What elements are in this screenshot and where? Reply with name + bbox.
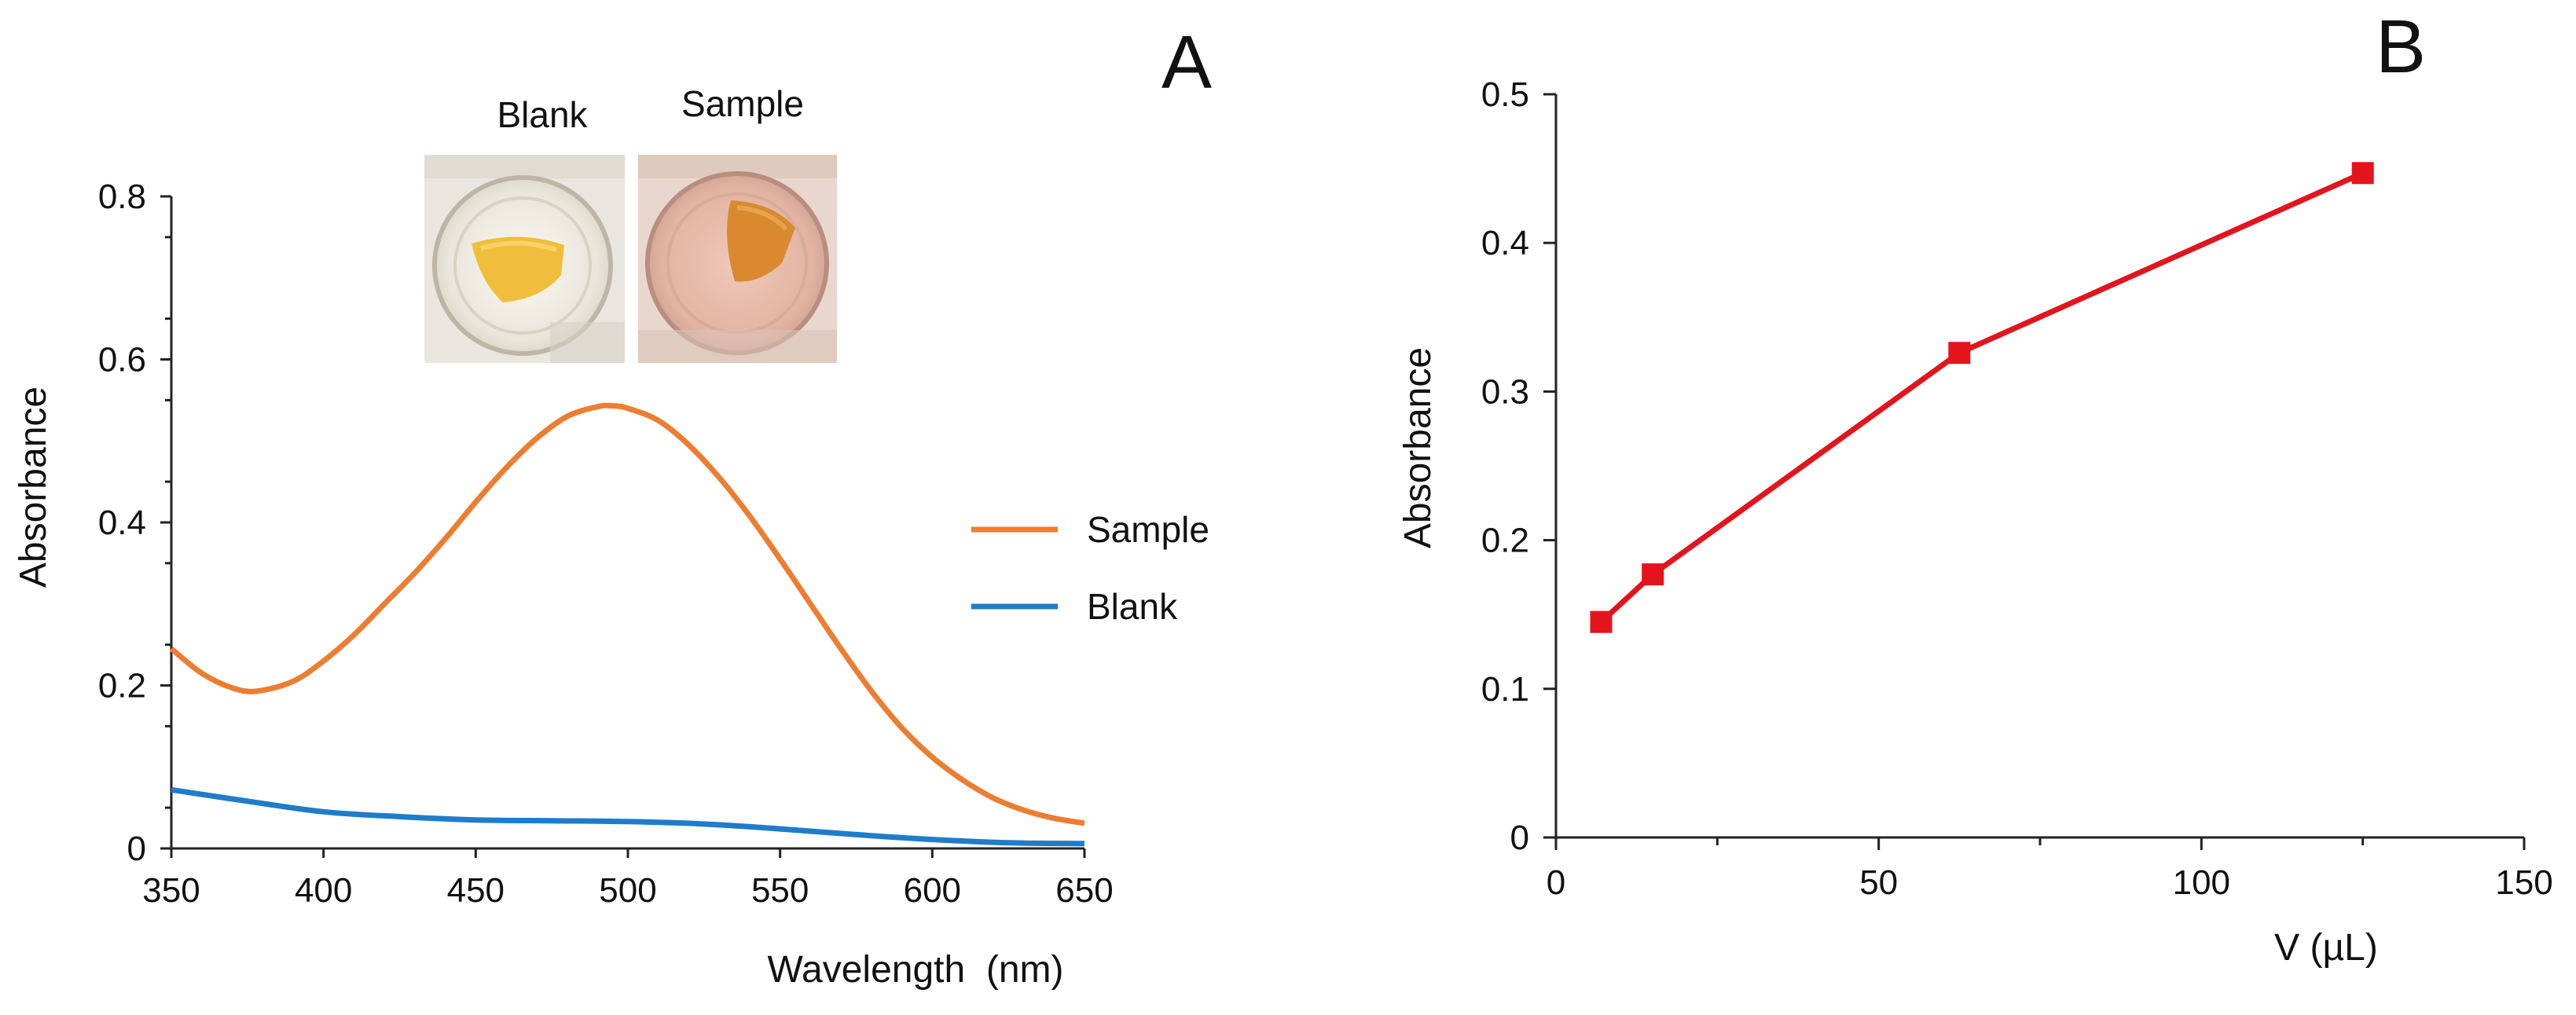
- y-axis-title-a: Absorbance: [13, 387, 54, 588]
- panel-b: B 0 0.1 0.2 0.3 0.4 0.5 0 50 100 150 Absorbance V…: [1397, 5, 2553, 969]
- x-tick-label-a: 650: [1055, 871, 1113, 910]
- y-tick-label-a: 0.4: [98, 504, 146, 542]
- x-tick-label-b: 150: [2495, 863, 2552, 902]
- legend-a: Sample Blank: [971, 509, 1209, 627]
- y-axis-title-b: Absorbance: [1397, 347, 1439, 548]
- series-b: [1590, 162, 2374, 633]
- blank-well-photo: [424, 155, 625, 363]
- x-tick-label-b: 100: [2173, 863, 2230, 902]
- axes-b: [1554, 94, 2524, 839]
- x-tick-label-a: 600: [904, 871, 961, 910]
- legend-label-blank: Blank: [1087, 586, 1178, 627]
- x-tick-label-a: 400: [295, 871, 352, 910]
- data-point-marker: [2351, 162, 2374, 185]
- y-tick-label-b: 0.2: [1481, 522, 1529, 560]
- series-line-sample: [169, 402, 1085, 826]
- panel-a: A Blank Sample: [13, 20, 1212, 991]
- y-tick-label-b: 0.1: [1481, 670, 1529, 709]
- x-tick-label-a: 450: [447, 871, 505, 910]
- data-point-marker: [1948, 342, 1971, 365]
- y-tick-label-b: 0.3: [1481, 372, 1529, 411]
- x-tick-label-b: 0: [1547, 863, 1565, 902]
- x-axis-title-a: Wavelength (nm): [767, 949, 1063, 991]
- y-tick-label-b: 0.4: [1481, 224, 1529, 262]
- tick-labels-b: 0 0.1 0.2 0.3 0.4 0.5 0 50 100 150: [1481, 75, 2553, 902]
- inset-caption-blank: Blank: [497, 94, 588, 135]
- x-tick-label-a: 550: [751, 871, 809, 910]
- ticks-b: [1543, 93, 2526, 850]
- y-tick-label-a: 0: [127, 830, 146, 868]
- inset-photos: Blank Sample: [424, 83, 837, 363]
- panel-a-letter: A: [1161, 20, 1212, 104]
- x-tick-label-b: 50: [1859, 863, 1898, 902]
- panel-b-letter: B: [2376, 5, 2426, 89]
- y-tick-label-a: 0.8: [98, 178, 146, 216]
- ticks-a: [160, 195, 1086, 858]
- x-tick-label-a: 350: [142, 871, 200, 910]
- data-point-marker: [1642, 563, 1664, 586]
- y-tick-label-a: 0.6: [98, 341, 146, 379]
- y-tick-label-b: 0.5: [1481, 75, 1529, 114]
- inset-caption-sample: Sample: [681, 83, 804, 124]
- series-a: [169, 402, 1085, 847]
- data-point-marker: [1590, 610, 1613, 633]
- series-line-blank: [171, 786, 1085, 847]
- x-axis-title-b: V (µL): [2274, 927, 2378, 969]
- sample-well-photo: [638, 155, 837, 363]
- x-tick-label-a: 500: [599, 871, 656, 910]
- axes-a: [170, 196, 1084, 850]
- series-line-absorbance: [1599, 170, 2365, 625]
- y-tick-label-b: 0: [1510, 819, 1529, 857]
- legend-label-sample: Sample: [1087, 509, 1209, 550]
- tick-labels-a: 0 0.2 0.4 0.6 0.8 350 400 450 500 550 600 650: [98, 178, 1114, 910]
- y-tick-label-a: 0.2: [98, 667, 146, 705]
